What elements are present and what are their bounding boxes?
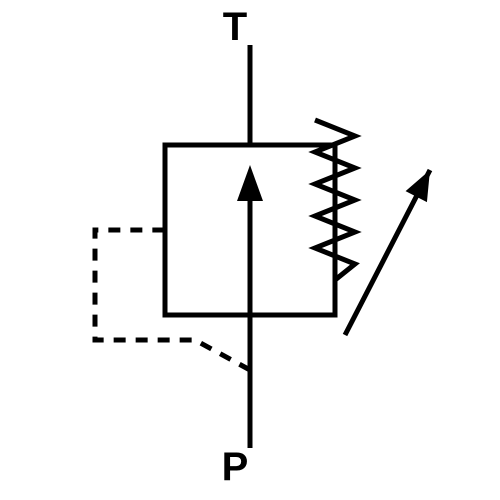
pilot-line <box>95 230 250 370</box>
hydraulic-relief-valve-symbol: T P <box>0 0 500 500</box>
port-label-p: P <box>222 445 249 489</box>
flow-arrow-head-icon <box>237 165 263 201</box>
drawing-layer <box>95 45 430 448</box>
port-label-t: T <box>223 5 247 49</box>
adjust-arrow-head-icon <box>406 170 430 202</box>
